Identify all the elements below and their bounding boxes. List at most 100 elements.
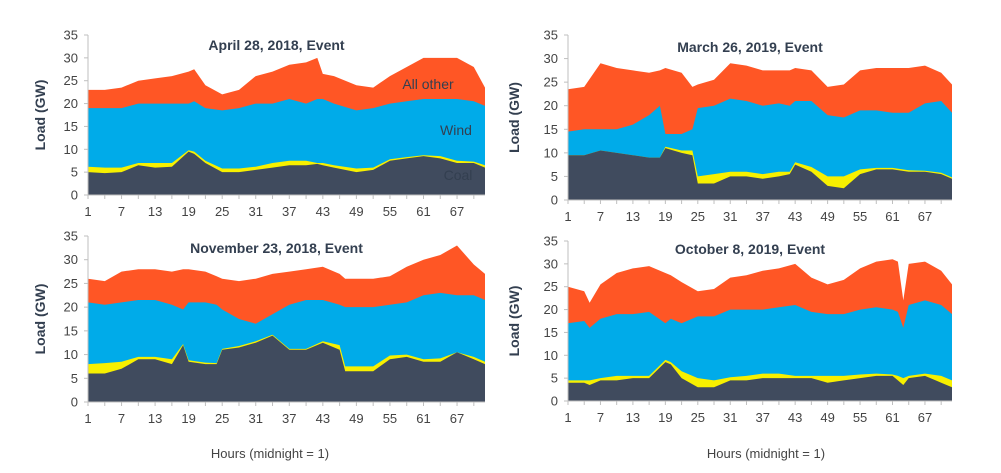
- x-tick-label: 31: [249, 411, 263, 426]
- x-tick-label: 37: [755, 410, 769, 425]
- annotation-wind: Wind: [440, 122, 472, 138]
- y-axis-label: Load (GW): [32, 284, 48, 355]
- area-coal: [88, 335, 485, 402]
- x-tick-label: 19: [181, 411, 195, 426]
- y-tick-label: 20: [64, 96, 78, 111]
- x-tick-label: 1: [564, 209, 571, 224]
- x-tick-label: 1: [84, 411, 91, 426]
- y-tick-label: 35: [64, 28, 78, 43]
- x-tick-label: 19: [658, 410, 672, 425]
- y-tick-label: 0: [551, 394, 558, 409]
- y-tick-label: 25: [544, 75, 558, 90]
- y-tick-label: 10: [544, 145, 558, 160]
- x-tick-label: 37: [755, 209, 769, 224]
- y-tick-label: 25: [64, 73, 78, 88]
- y-axis-label: Load (GW): [32, 80, 48, 151]
- x-tick-label: 13: [148, 204, 162, 219]
- y-axis-label: Load (GW): [506, 82, 522, 153]
- y-tick-label: 35: [64, 229, 78, 244]
- x-tick-label: 61: [885, 209, 899, 224]
- chart-title: April 28, 2018, Event: [208, 37, 345, 53]
- x-tick-label: 43: [788, 410, 802, 425]
- annotation-coal: Coal: [444, 167, 473, 183]
- y-tick-label: 35: [544, 28, 558, 43]
- x-axis-label-left: Hours (midnight = 1): [211, 446, 329, 461]
- x-tick-label: 31: [249, 204, 263, 219]
- y-tick-label: 15: [544, 122, 558, 137]
- y-tick-label: 15: [544, 325, 558, 340]
- area-coal: [568, 148, 952, 200]
- x-tick-label: 7: [118, 411, 125, 426]
- y-tick-label: 20: [544, 302, 558, 317]
- y-tick-label: 0: [551, 193, 558, 208]
- chart-title: October 8, 2019, Event: [675, 241, 826, 257]
- x-tick-label: 13: [148, 411, 162, 426]
- x-tick-label: 13: [626, 410, 640, 425]
- area-coal: [88, 151, 485, 195]
- y-tick-label: 5: [71, 165, 78, 180]
- y-tick-label: 30: [544, 256, 558, 271]
- chart-panel-november-23-2018: 0 5 10 15 20 25 30 35 1 7 13 19 25 31 37 43 49 55 61 67 Nove…: [32, 229, 485, 426]
- y-tick-label: 5: [551, 169, 558, 184]
- chart-title: November 23, 2018, Event: [190, 240, 363, 256]
- y-tick-label: 10: [64, 347, 78, 362]
- x-tick-label: 61: [416, 411, 430, 426]
- x-tick-label: 55: [853, 209, 867, 224]
- x-tick-label: 25: [691, 410, 705, 425]
- x-tick-label: 43: [788, 209, 802, 224]
- x-tick-label: 25: [215, 411, 229, 426]
- x-tick-label: 49: [820, 410, 834, 425]
- x-axis-label-right: Hours (midnight = 1): [707, 446, 825, 461]
- x-tick-label: 67: [450, 411, 464, 426]
- x-tick-label: 49: [820, 209, 834, 224]
- x-tick-label: 61: [416, 204, 430, 219]
- x-tick-label: 7: [597, 209, 604, 224]
- x-tick-label: 55: [383, 204, 397, 219]
- y-tick-label: 0: [71, 395, 78, 410]
- x-tick-label: 31: [723, 410, 737, 425]
- x-tick-label: 55: [853, 410, 867, 425]
- y-tick-label: 0: [71, 188, 78, 203]
- y-tick-label: 25: [544, 279, 558, 294]
- y-tick-label: 5: [71, 371, 78, 386]
- annotation-all-other: All other: [402, 76, 454, 92]
- x-tick-label: 7: [118, 204, 125, 219]
- chart-panel-october-8-2019: 0 5 10 15 20 25 30 35 1 7 13 19 25 31 37 43 49 55 61 67 Octo…: [506, 234, 952, 425]
- x-tick-label: 31: [723, 209, 737, 224]
- x-tick-label: 37: [282, 204, 296, 219]
- y-tick-label: 20: [544, 98, 558, 113]
- y-tick-label: 20: [64, 300, 78, 315]
- x-tick-label: 67: [918, 410, 932, 425]
- x-tick-label: 25: [691, 209, 705, 224]
- x-tick-label: 25: [215, 204, 229, 219]
- area-coal: [568, 362, 952, 401]
- y-tick-label: 5: [551, 371, 558, 386]
- x-tick-label: 61: [885, 410, 899, 425]
- x-tick-label: 49: [349, 204, 363, 219]
- y-tick-label: 25: [64, 276, 78, 291]
- x-tick-label: 13: [626, 209, 640, 224]
- x-tick-label: 7: [597, 410, 604, 425]
- x-tick-label: 1: [84, 204, 91, 219]
- x-tick-label: 37: [282, 411, 296, 426]
- y-tick-label: 30: [64, 50, 78, 65]
- x-tick-label: 19: [658, 209, 672, 224]
- chart-title: March 26, 2019, Event: [677, 39, 823, 55]
- y-tick-label: 10: [64, 142, 78, 157]
- x-tick-label: 1: [564, 410, 571, 425]
- chart-panel-march-26-2019: 0 5 10 15 20 25 30 35 1 7 13 19 25 31 37 43 49 55 61 67 Marc…: [506, 28, 952, 224]
- x-tick-label: 19: [181, 204, 195, 219]
- x-tick-label: 55: [383, 411, 397, 426]
- y-tick-label: 30: [544, 51, 558, 66]
- x-tick-label: 43: [316, 204, 330, 219]
- y-tick-label: 10: [544, 348, 558, 363]
- y-tick-label: 15: [64, 119, 78, 134]
- y-tick-label: 15: [64, 323, 78, 338]
- y-tick-label: 35: [544, 234, 558, 249]
- x-tick-label: 67: [450, 204, 464, 219]
- y-axis-label: Load (GW): [506, 286, 522, 357]
- x-tick-label: 67: [918, 209, 932, 224]
- x-tick-label: 49: [349, 411, 363, 426]
- y-tick-label: 30: [64, 252, 78, 267]
